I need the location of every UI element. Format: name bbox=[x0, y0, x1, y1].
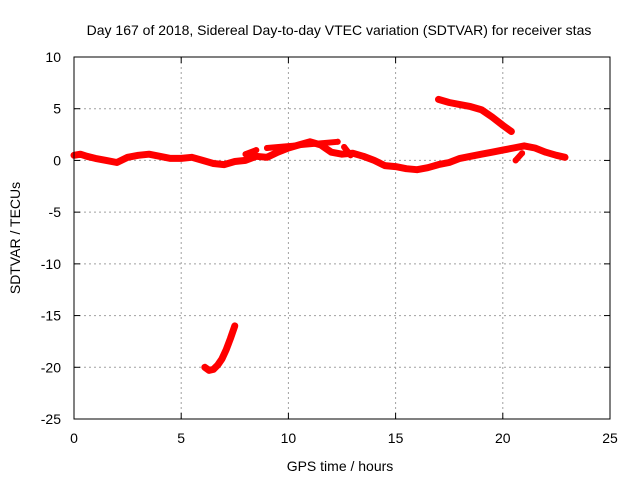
data-point bbox=[553, 152, 560, 159]
data-point bbox=[519, 150, 526, 157]
data-point bbox=[435, 161, 442, 168]
data-point bbox=[435, 96, 442, 103]
data-point bbox=[210, 366, 217, 373]
grid bbox=[74, 57, 610, 419]
x-tick-label: 10 bbox=[281, 430, 297, 446]
data-point bbox=[403, 165, 410, 172]
data-point bbox=[242, 157, 249, 164]
data-point bbox=[489, 113, 496, 120]
y-tick-label: -15 bbox=[41, 308, 61, 324]
data-point bbox=[339, 151, 345, 158]
data-point bbox=[499, 122, 506, 129]
data-point bbox=[214, 362, 221, 369]
data-point bbox=[135, 152, 142, 159]
data-point bbox=[414, 166, 421, 173]
data-point bbox=[253, 147, 260, 154]
series-segment bbox=[263, 138, 341, 152]
data-point bbox=[381, 162, 388, 169]
data-point bbox=[561, 154, 568, 161]
y-tick-label: -5 bbox=[49, 204, 62, 220]
data-point bbox=[512, 157, 519, 164]
data-point bbox=[446, 159, 453, 166]
data-point bbox=[263, 145, 270, 152]
data-point bbox=[371, 157, 378, 164]
data-point bbox=[347, 152, 354, 159]
data-point bbox=[456, 155, 463, 162]
data-point bbox=[178, 155, 185, 162]
y-tick-label: -20 bbox=[41, 359, 61, 375]
data-point bbox=[478, 151, 485, 158]
data-point bbox=[167, 155, 174, 162]
data-point bbox=[156, 153, 163, 160]
data-point bbox=[531, 145, 538, 152]
data-point bbox=[510, 145, 517, 152]
data-point bbox=[542, 149, 549, 156]
y-tick-label: 10 bbox=[45, 49, 61, 65]
plot-frame bbox=[73, 56, 611, 420]
data-point bbox=[124, 154, 131, 161]
data-point bbox=[274, 149, 281, 156]
data-point bbox=[499, 147, 506, 154]
data-point bbox=[242, 151, 249, 158]
axis-ticks: 0 5 10 15 20 25 10 5 0 -5 -10 -15 -20 -25 bbox=[41, 49, 618, 446]
data-point bbox=[467, 103, 474, 110]
data-point bbox=[360, 153, 367, 160]
data-point bbox=[456, 101, 463, 108]
data-point bbox=[446, 99, 453, 106]
data-point bbox=[392, 163, 399, 170]
y-tick-label: 0 bbox=[53, 152, 61, 168]
data-point bbox=[221, 161, 228, 168]
data-point bbox=[201, 364, 208, 371]
data-point bbox=[478, 106, 485, 113]
data-point bbox=[113, 159, 120, 166]
data-point bbox=[253, 153, 260, 160]
data-point bbox=[210, 160, 217, 167]
data-point bbox=[341, 143, 348, 150]
data-point bbox=[103, 157, 110, 164]
chart-title: Day 167 of 2018, Sidereal Day-to-day VTE… bbox=[87, 22, 592, 38]
data-point bbox=[263, 154, 270, 161]
data-point bbox=[424, 164, 431, 171]
plot-area bbox=[70, 95, 569, 374]
data-point bbox=[188, 154, 195, 161]
data-point bbox=[199, 157, 206, 164]
x-tick-label: 20 bbox=[495, 430, 511, 446]
data-point bbox=[334, 138, 341, 145]
data-point bbox=[508, 128, 515, 135]
data-point bbox=[489, 149, 496, 156]
x-tick-label: 0 bbox=[70, 430, 78, 446]
series-small-segments bbox=[242, 138, 526, 164]
x-tick-label: 25 bbox=[602, 430, 618, 446]
data-point bbox=[146, 151, 153, 158]
y-tick-label: -10 bbox=[41, 256, 61, 272]
data-point bbox=[467, 153, 474, 160]
data-point bbox=[521, 142, 528, 149]
data-point bbox=[218, 356, 225, 363]
series-upper-arc bbox=[435, 95, 515, 135]
data-point bbox=[223, 346, 230, 353]
data-point bbox=[77, 151, 84, 158]
y-tick-label: 5 bbox=[53, 101, 61, 117]
data-point bbox=[231, 158, 238, 165]
x-tick-label: 15 bbox=[388, 430, 404, 446]
x-axis-label: GPS time / hours bbox=[287, 458, 394, 474]
series-lower-arc bbox=[201, 322, 239, 374]
y-axis-label: SDTVAR / TECUs bbox=[7, 182, 23, 294]
y-tick-label: -25 bbox=[41, 411, 61, 427]
data-point bbox=[92, 155, 99, 162]
data-point bbox=[328, 149, 335, 156]
x-tick-label: 5 bbox=[177, 430, 185, 446]
data-point bbox=[227, 335, 234, 342]
data-point bbox=[83, 153, 90, 160]
data-point bbox=[231, 322, 238, 329]
